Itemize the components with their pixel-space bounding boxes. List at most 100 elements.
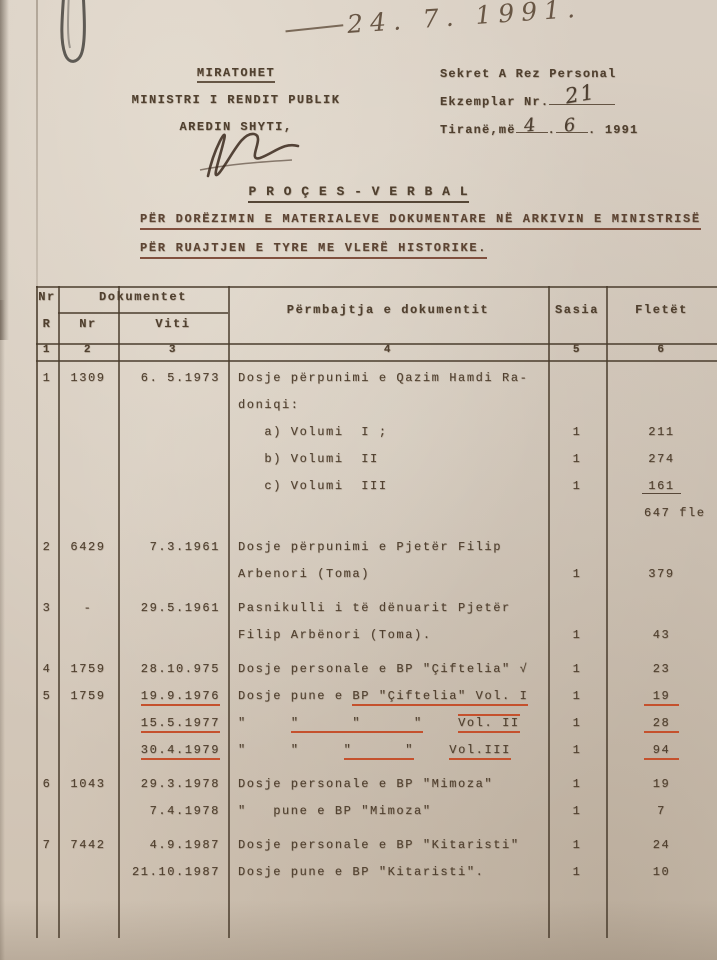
cell-sasia: 1 — [572, 479, 582, 493]
cell-date — [118, 500, 228, 527]
cell-content — [228, 500, 548, 527]
header-dokumentet: Dokumentet — [98, 290, 187, 304]
cell-doc-nr: 1043 — [70, 777, 106, 791]
cell-sasia — [548, 365, 606, 392]
table-rule-header-bottom — [36, 343, 717, 345]
table-row: 7 7442 4.9.1987 Dosje personale e BP "Kitar… — [36, 832, 717, 859]
cell-date: 21.10.1987 — [131, 865, 220, 879]
day-blank: 4 — [515, 114, 548, 137]
cell-fletet: 647 fle — [644, 506, 706, 520]
cell-date — [118, 392, 228, 419]
col-index-1: 1 — [42, 344, 52, 356]
cell-fletet: 43 — [652, 628, 671, 642]
cell-doc-nr — [58, 622, 118, 649]
classification-block: Sekret A Rez Personal Ekzemplar Nr. 21 Ti… — [440, 60, 710, 144]
cell-date: 15.5.1977 — [118, 710, 228, 737]
cell-sasia: 1 — [572, 425, 582, 439]
col-index-6: 6 — [657, 344, 666, 356]
cell-fletet: 23 — [652, 662, 671, 676]
copy-number-label: Ekzemplar Nr. — [440, 95, 550, 109]
table-row: 6 1043 29.3.1978 Dosje personale e BP "Mimo… — [36, 771, 717, 798]
table-row: Filip Arbënori (Toma). 1 43 — [36, 622, 717, 649]
handwritten-date-annotation: 24. 7. 1991. — [284, 0, 583, 43]
table-row: Arbenori (Toma) 1 379 — [36, 561, 717, 588]
paperclip-icon — [60, 0, 86, 63]
header-doc-nr: Nr — [79, 317, 97, 331]
cell-doc-nr: 1309 — [70, 371, 106, 385]
cell-doc-nr: 6429 — [70, 540, 106, 554]
copy-number-blank: 21 — [549, 80, 616, 108]
signature — [180, 118, 330, 188]
cell-content: a) Volumi I ; — [238, 425, 388, 439]
cell-fletet — [606, 534, 717, 561]
subtitle-line-1: PËR DORËZIMIN E MATERIALEVE DOKUMENTARE … — [140, 212, 701, 230]
scan-edge-shadow — [0, 0, 9, 340]
month-blank: 6 — [556, 114, 589, 137]
table-row: 3 - 29.5.1961 Pasnikulli i të dënuarit Pjet… — [36, 595, 717, 622]
cell-seq — [36, 561, 58, 588]
subtitle-line-1-text: PËR DORËZIMIN E MATERIALEVE DOKUMENTARE … — [140, 212, 701, 230]
cell-seq: 2 — [42, 540, 52, 554]
cell-sasia — [548, 500, 606, 527]
cell-content: " " " " Vol. II — [228, 710, 548, 737]
scan-edge-shadow-lower — [0, 300, 5, 960]
cell-date: 7.3.1961 — [149, 540, 220, 554]
cell-seq — [36, 419, 58, 446]
cell-seq: 3 — [42, 601, 52, 615]
cell-date — [118, 622, 228, 649]
cell-fletet: 274 — [648, 452, 675, 466]
cell-date — [118, 473, 228, 500]
cell-content: Arbenori (Toma) — [238, 567, 371, 581]
cell-content: b) Volumi II — [238, 452, 379, 466]
cell-content: " " " " Vol.III — [228, 737, 548, 764]
cell-fletet: 161 — [606, 473, 717, 500]
cell-doc-nr — [58, 419, 118, 446]
cell-seq — [36, 392, 58, 419]
cell-sasia: 1 — [572, 743, 582, 757]
cell-sasia: 1 — [572, 662, 582, 676]
cell-doc-nr: 7442 — [70, 838, 106, 852]
header-nr: Nr — [38, 290, 56, 304]
table-row: 4 1759 28.10.975 Dosje personale e BP "Çift… — [36, 656, 717, 683]
table-row: 30.4.1979 " " " " Vol.III 1 94 — [36, 737, 717, 764]
table-row: 1 1309 6. 5.1973 Dosje përpunimi e Qazim Ha… — [36, 365, 717, 392]
month-value: 6 — [562, 114, 578, 137]
cell-seq — [36, 798, 58, 825]
cell-seq — [36, 859, 58, 886]
cell-content: Dosje pune e BP "Çiftelia" Vol. I — [228, 683, 548, 710]
place-date-line: Tiranë,më 4. 6. 1991 — [440, 114, 710, 144]
cell-date: 30.4.1979 — [118, 737, 228, 764]
cell-date: 29.5.1961 — [140, 601, 220, 615]
table-row: c) Volumi III 1 161 — [36, 473, 717, 500]
subtitle-line-2-text: PËR RUAJTJEN E TYRE ME VLERË HISTORIKE. — [140, 241, 488, 259]
cell-date: 19.9.1976 — [118, 683, 228, 710]
header-fletet: Fletët — [635, 303, 688, 317]
cell-doc-nr — [58, 798, 118, 825]
cell-doc-nr — [58, 473, 118, 500]
cell-doc-nr: 1759 — [70, 662, 106, 676]
cell-seq: 1 — [42, 371, 52, 385]
cell-doc-nr — [58, 446, 118, 473]
date-sep1: . — [547, 123, 557, 137]
header-permbajtja: Përmbajtja e dokumentit — [286, 303, 490, 317]
bottom-scan-shade — [0, 900, 717, 960]
cell-date — [118, 561, 228, 588]
header-sasia: Sasia — [554, 303, 599, 317]
table-row: 21.10.1987 Dosje pune e BP "Kitaristi". 1 1… — [36, 859, 717, 886]
place-date-prefix: Tiranë,më — [440, 123, 516, 137]
paper-fold-line — [36, 0, 38, 420]
table-rule-v5 — [548, 286, 550, 938]
cell-content: " pune e BP "Mimoza" — [238, 804, 432, 818]
day-value: 4 — [522, 114, 538, 137]
table-rule-v4 — [228, 286, 230, 938]
approval-heading: MIRATOHET — [98, 60, 374, 87]
cell-sasia: 1 — [572, 628, 582, 642]
col-index-4: 4 — [383, 344, 393, 356]
approval-block: MIRATOHET MINISTRI I RENDIT PUBLIK AREDI… — [98, 60, 374, 141]
cell-sasia: 1 — [572, 777, 582, 791]
cell-sasia: 1 — [572, 804, 582, 818]
cell-date: 6. 5.1973 — [140, 371, 220, 385]
approval-ministry: MINISTRI I RENDIT PUBLIK — [131, 93, 341, 107]
table-rule-v1 — [36, 286, 38, 938]
document-title-text: P R O Ç E S - V E R B A L — [248, 184, 469, 203]
